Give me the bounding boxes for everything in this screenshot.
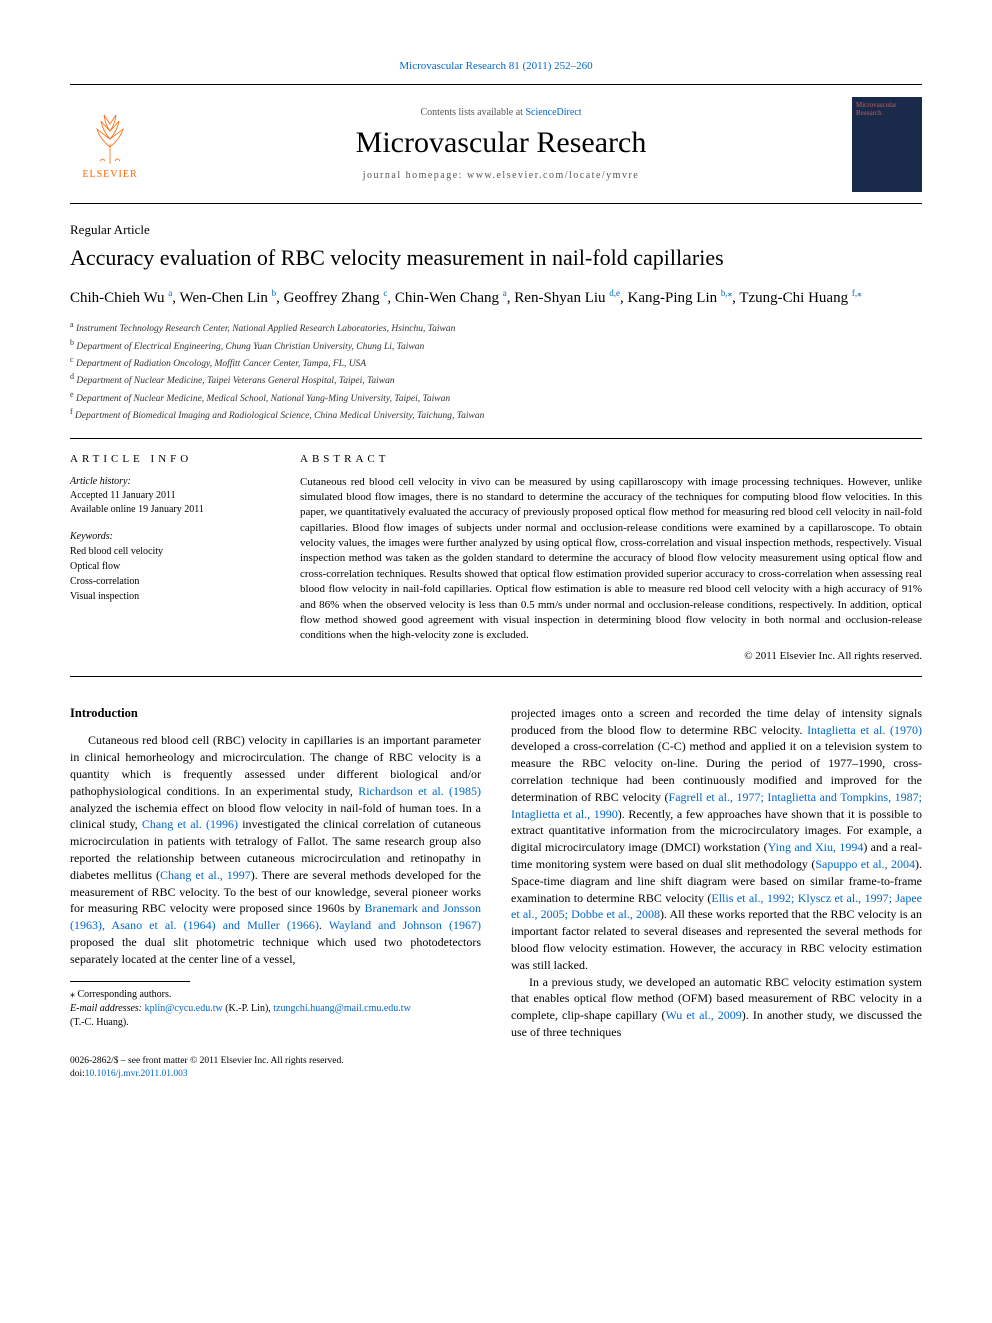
introduction-heading: Introduction: [70, 705, 481, 723]
keywords-block: Keywords: Red blood cell velocity Optica…: [70, 529, 270, 604]
article-info-panel: ARTICLE INFO Article history: Accepted 1…: [70, 453, 270, 662]
page-container: Microvascular Research 81 (2011) 252–260…: [0, 0, 992, 1121]
corresponding-star-icon: ⁎: [728, 288, 733, 298]
contents-prefix: Contents lists available at: [420, 107, 525, 118]
corresponding-author-note: ⁎ Corresponding authors. E-mail addresse…: [70, 988, 481, 1030]
publisher-logo: ELSEVIER: [70, 109, 150, 180]
keyword: Red blood cell velocity: [70, 544, 270, 559]
affiliation: b Department of Electrical Engineering, …: [70, 337, 922, 354]
abstract-panel: ABSTRACT Cutaneous red blood cell veloci…: [300, 453, 922, 662]
author-list: Chih-Chieh Wu a, Wen-Chen Lin b, Geoffre…: [70, 287, 922, 310]
author: Kang-Ping Lin b,⁎: [628, 290, 733, 306]
journal-name: Microvascular Research: [150, 126, 852, 160]
citation-link[interactable]: Chang et al., 1997: [160, 868, 251, 882]
page-footer: 0026-2862/$ – see front matter © 2011 El…: [70, 1055, 922, 1082]
publisher-name: ELSEVIER: [82, 169, 137, 180]
contents-available-line: Contents lists available at ScienceDirec…: [150, 107, 852, 118]
email-owner: (T.-C. Huang).: [70, 1017, 129, 1028]
email-owner: (K.-P. Lin),: [225, 1003, 271, 1014]
article-history: Article history: Accepted 11 January 201…: [70, 475, 270, 517]
keyword: Cross-correlation: [70, 574, 270, 589]
body-column-left: Introduction Cutaneous red blood cell (R…: [70, 705, 481, 1041]
body-paragraph: projected images onto a screen and recor…: [511, 705, 922, 974]
affiliation: a Instrument Technology Research Center,…: [70, 319, 922, 336]
corresponding-star-icon: ⁎: [857, 288, 862, 298]
citation-link[interactable]: Chang et al. (1996): [142, 817, 238, 831]
body-paragraph: In a previous study, we developed an aut…: [511, 974, 922, 1041]
email-link[interactable]: tzungchi.huang@mail.cmu.edu.tw: [273, 1003, 411, 1014]
abstract-copyright: © 2011 Elsevier Inc. All rights reserved…: [300, 650, 922, 662]
affiliation: e Department of Nuclear Medicine, Medica…: [70, 389, 922, 406]
corresponding-star-icon: ⁎: [70, 989, 75, 1000]
affiliation: f Department of Biomedical Imaging and R…: [70, 406, 922, 423]
body-column-right: projected images onto a screen and recor…: [511, 705, 922, 1041]
keyword: Visual inspection: [70, 589, 270, 604]
info-abstract-row: ARTICLE INFO Article history: Accepted 1…: [70, 439, 922, 676]
author: Geoffrey Zhang c: [284, 290, 388, 306]
footnote-separator: [70, 981, 190, 982]
doi-line: doi:10.1016/j.mvr.2011.01.003: [70, 1068, 922, 1081]
citation-link[interactable]: Ying and Xiu, 1994: [768, 840, 864, 854]
doi-link[interactable]: 10.1016/j.mvr.2011.01.003: [85, 1069, 188, 1079]
body-paragraph: Cutaneous red blood cell (RBC) velocity …: [70, 732, 481, 967]
citation-link[interactable]: Wu et al., 2009: [665, 1008, 741, 1022]
abstract-text: Cutaneous red blood cell velocity in viv…: [300, 475, 922, 644]
body-two-column: Introduction Cutaneous red blood cell (R…: [70, 705, 922, 1041]
sciencedirect-link[interactable]: ScienceDirect: [525, 107, 581, 118]
affiliation-list: a Instrument Technology Research Center,…: [70, 319, 922, 423]
article-title: Accuracy evaluation of RBC velocity meas…: [70, 244, 922, 273]
keyword: Optical flow: [70, 559, 270, 574]
issn-copyright-line: 0026-2862/$ – see front matter © 2011 El…: [70, 1055, 922, 1068]
citation-link[interactable]: Wayland and Johnson (1967): [329, 918, 481, 932]
author: Wen-Chen Lin b: [180, 290, 277, 306]
article-type: Regular Article: [70, 222, 922, 238]
journal-homepage-line: journal homepage: www.elsevier.com/locat…: [150, 170, 852, 181]
author: Chin-Wen Chang a: [395, 290, 507, 306]
section-divider: [70, 676, 922, 677]
citation-link[interactable]: Sapuppo et al., 2004: [815, 857, 915, 871]
homepage-url: www.elsevier.com/locate/ymvre: [467, 170, 639, 181]
affiliation: d Department of Nuclear Medicine, Taipei…: [70, 371, 922, 388]
corr-label: Corresponding authors.: [78, 989, 172, 1000]
abstract-heading: ABSTRACT: [300, 453, 922, 465]
email-label: E-mail addresses:: [70, 1003, 142, 1014]
elsevier-tree-icon: [85, 109, 135, 169]
cover-title-text: Microvascular Research: [856, 101, 918, 117]
header-center: Contents lists available at ScienceDirec…: [150, 107, 852, 181]
homepage-prefix: journal homepage:: [363, 170, 467, 181]
email-link[interactable]: kplin@cycu.edu.tw: [145, 1003, 223, 1014]
keywords-label: Keywords:: [70, 529, 270, 544]
top-reference-link[interactable]: Microvascular Research 81 (2011) 252–260: [70, 60, 922, 72]
article-info-heading: ARTICLE INFO: [70, 453, 270, 465]
affiliation: c Department of Radiation Oncology, Moff…: [70, 354, 922, 371]
author: Tzung-Chi Huang f,⁎: [739, 290, 861, 306]
journal-header: ELSEVIER Contents lists available at Sci…: [70, 84, 922, 204]
accepted-date: Accepted 11 January 2011: [70, 489, 270, 503]
online-date: Available online 19 January 2011: [70, 503, 270, 517]
author: Ren-Shyan Liu d,e: [514, 290, 620, 306]
citation-link[interactable]: Intaglietta et al. (1970): [807, 723, 922, 737]
author: Chih-Chieh Wu a: [70, 290, 172, 306]
journal-cover-thumbnail: Microvascular Research: [852, 97, 922, 192]
history-label: Article history:: [70, 475, 270, 489]
citation-link[interactable]: Richardson et al. (1985): [358, 784, 481, 798]
